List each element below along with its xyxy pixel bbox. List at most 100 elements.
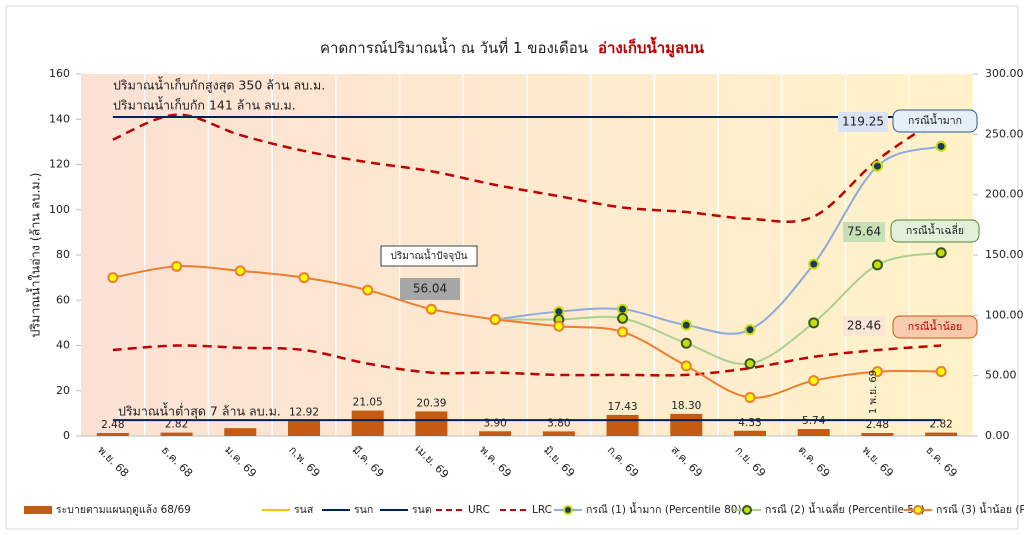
y2-tick-label: 50.00 — [985, 369, 1017, 382]
data-label-box — [843, 316, 885, 336]
legend-symbol — [913, 505, 923, 515]
bar-label: 12.92 — [289, 406, 319, 418]
data-label-box — [838, 112, 888, 132]
annotation-box — [890, 219, 980, 243]
legend-label: รนต — [412, 504, 432, 516]
marker — [553, 320, 565, 332]
marker — [617, 326, 629, 338]
legend-label: รนส — [294, 504, 314, 516]
y2-tick-label: 250.00 — [985, 127, 1024, 140]
title-highlight: อ่างเก็บน้ำมูลบน — [598, 36, 705, 58]
bar — [797, 429, 830, 436]
bar — [415, 411, 448, 436]
bar — [224, 428, 257, 436]
data-label: 28.46 — [847, 319, 881, 333]
marker — [489, 313, 501, 325]
marker — [617, 303, 629, 315]
bar — [670, 413, 703, 436]
bar — [351, 410, 384, 436]
y-tick-label: 0 — [63, 429, 70, 442]
bar-label: 2.48 — [101, 419, 124, 431]
marker — [362, 284, 374, 296]
annotation: ปริมาณน้ำต่ำสุด 7 ล้าน ลบ.ม. — [118, 402, 281, 420]
bar — [542, 431, 575, 436]
bar — [96, 433, 129, 436]
bar-label: 2.48 — [866, 419, 889, 431]
legend-label: ระบายตามแผนฤดูแล้ง 68/69 — [56, 504, 191, 516]
data-label-box — [843, 222, 885, 242]
data-label-box — [400, 278, 460, 300]
data-label: 56.04 — [413, 282, 447, 296]
annotation: กรณีน้ำมาก — [908, 113, 962, 127]
legend-symbol — [742, 505, 752, 515]
marker — [935, 247, 947, 259]
marker — [171, 260, 183, 272]
y2-tick-label: 100.00 — [985, 308, 1024, 321]
legend-label: LRC — [532, 504, 552, 516]
line — [495, 251, 942, 366]
bar-label: 2.82 — [165, 419, 188, 431]
bar — [861, 433, 894, 436]
y-tick-label: 100 — [49, 203, 70, 216]
legend-symbol — [24, 506, 52, 514]
marker — [680, 337, 692, 349]
bar — [925, 432, 958, 436]
marker — [234, 265, 246, 277]
data-label: 75.64 — [847, 225, 881, 239]
y-tick-label: 60 — [56, 293, 70, 306]
y-tick-label: 140 — [49, 112, 70, 125]
y-tick-label: 80 — [56, 248, 70, 261]
legend-label: URC — [468, 504, 490, 516]
y-tick-label: 20 — [56, 384, 70, 397]
bar-label: 21.05 — [353, 397, 383, 409]
bar — [734, 430, 766, 436]
marker — [808, 258, 820, 270]
annotation-box — [380, 245, 478, 267]
marker — [935, 140, 947, 152]
marker — [935, 366, 947, 378]
title-main: คาดการณ์ปริมาณน้ำ ณ วันที่ 1 ของเดือน — [320, 37, 588, 57]
marker — [425, 303, 437, 315]
marker — [871, 160, 883, 172]
y2-tick-label: 0.00 — [985, 429, 1010, 442]
marker — [680, 360, 692, 372]
marker — [744, 358, 756, 370]
marker — [107, 272, 119, 284]
legend-symbol — [563, 505, 573, 515]
chart-title: คาดการณ์ปริมาณน้ำ ณ วันที่ 1 ของเดือน อ่า… — [320, 36, 705, 58]
bar — [606, 414, 639, 436]
annotation: กรณีน้ำเฉลี่ย — [906, 223, 964, 237]
annotation: 1 พ.ย. 69 — [868, 370, 879, 414]
bar-label: 3.90 — [483, 417, 506, 429]
marker — [298, 272, 310, 284]
legend-label: กรณี (2) น้ำเฉลี่ย (Percentile 50) — [765, 502, 925, 516]
marker — [744, 324, 756, 336]
marker — [617, 312, 629, 324]
y2-tick-label: 150.00 — [985, 248, 1024, 261]
annotation-box — [892, 315, 978, 339]
legend-label: กรณี (1) น้ำมาก (Percentile 80) — [586, 502, 742, 516]
bar — [288, 420, 320, 436]
annotation: ปริมาณน้ำเก็บกักสูงสุด 350 ล้าน ลบ.ม. — [113, 76, 325, 94]
bar-label: 18.30 — [671, 400, 701, 412]
marker — [808, 317, 820, 329]
line — [495, 145, 942, 335]
y-axis-label: ปริมาณน้ำในอ่าง (ล้าน ลบ.ม.) — [26, 172, 43, 337]
legend-label: รนก — [354, 504, 373, 516]
y-tick-label: 120 — [49, 158, 70, 171]
y2-tick-label: 200.00 — [985, 188, 1024, 201]
bar-label: 2.82 — [929, 419, 952, 431]
dashed-line — [112, 113, 942, 224]
bar-label: 4.33 — [738, 417, 761, 429]
dashed-line — [112, 344, 942, 377]
marker — [744, 392, 756, 404]
annotation: ปริมาณน้ำปัจจุบัน — [391, 248, 468, 262]
annotation-box — [892, 109, 978, 133]
y2-tick-label: 300.00 — [985, 67, 1024, 80]
y-tick-label: 40 — [56, 339, 70, 352]
y-tick-label: 160 — [49, 67, 70, 80]
legend-label: กรณี (3) น้ำน้อย (Percentile 20 — [936, 502, 1024, 516]
bar-label: 20.39 — [416, 397, 446, 409]
marker — [808, 375, 820, 387]
